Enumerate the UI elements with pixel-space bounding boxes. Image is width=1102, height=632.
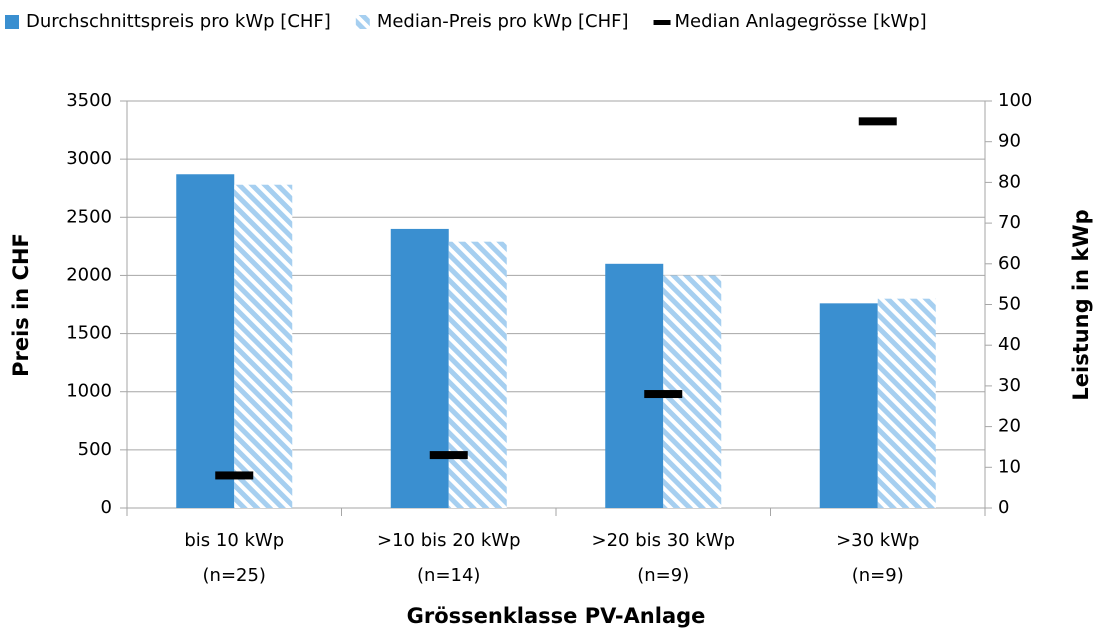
y-tick-label: 3000 (66, 148, 112, 169)
y-tick-label: 0 (101, 497, 112, 518)
x-tick-label: (n=14) (417, 565, 480, 586)
x-tick-label: (n=9) (852, 565, 904, 586)
x-tick-label: >20 bis 30 kWp (591, 530, 735, 551)
x-tick-label: (n=9) (637, 565, 689, 586)
legend-label: Median-Preis pro kWp [CHF] (377, 11, 629, 32)
median-marker (644, 390, 683, 399)
y-axis-title: Preis in CHF (9, 233, 33, 377)
median-marker (858, 117, 897, 126)
bar (605, 263, 664, 508)
legend-label: Durchschnittspreis pro kWp [CHF] (26, 11, 331, 32)
bar (176, 174, 235, 508)
y2-tick-label: 10 (998, 456, 1021, 477)
x-tick-label: >10 bis 20 kWp (377, 530, 521, 551)
y2-tick-label: 80 (998, 171, 1021, 192)
y-tick-label: 1500 (66, 323, 112, 344)
y2-tick-label: 70 (998, 212, 1021, 233)
y2-tick-label: 0 (998, 497, 1009, 518)
median-marker (215, 471, 254, 480)
bar (819, 303, 878, 508)
bar (448, 241, 507, 508)
legend-label: Median Anlagegrösse [kWp] (675, 11, 927, 32)
y2-axis-title: Leistung in kWp (1069, 209, 1093, 400)
x-axis-title: Grössenklasse PV-Anlage (407, 604, 706, 628)
legend-swatch (653, 20, 671, 25)
legend-swatch (355, 15, 370, 29)
bar (390, 228, 449, 508)
y2-tick-label: 90 (998, 131, 1021, 152)
y2-tick-label: 30 (998, 375, 1021, 396)
legend-swatch (5, 15, 19, 29)
y2-tick-label: 50 (998, 294, 1021, 315)
y2-tick-label: 20 (998, 416, 1021, 437)
x-tick-label: bis 10 kWp (184, 530, 284, 551)
bar (234, 184, 293, 508)
y2-tick-label: 40 (998, 334, 1021, 355)
y-tick-label: 500 (78, 439, 112, 460)
y-tick-label: 3500 (66, 90, 112, 111)
x-tick-label: >30 kWp (836, 530, 919, 551)
y-tick-label: 1000 (66, 381, 112, 402)
median-marker (429, 451, 468, 460)
y-tick-label: 2500 (66, 206, 112, 227)
bar (877, 298, 936, 508)
y2-tick-label: 100 (998, 90, 1032, 111)
y2-tick-label: 60 (998, 253, 1021, 274)
y-tick-label: 2000 (66, 264, 112, 285)
x-tick-label: (n=25) (203, 565, 266, 586)
